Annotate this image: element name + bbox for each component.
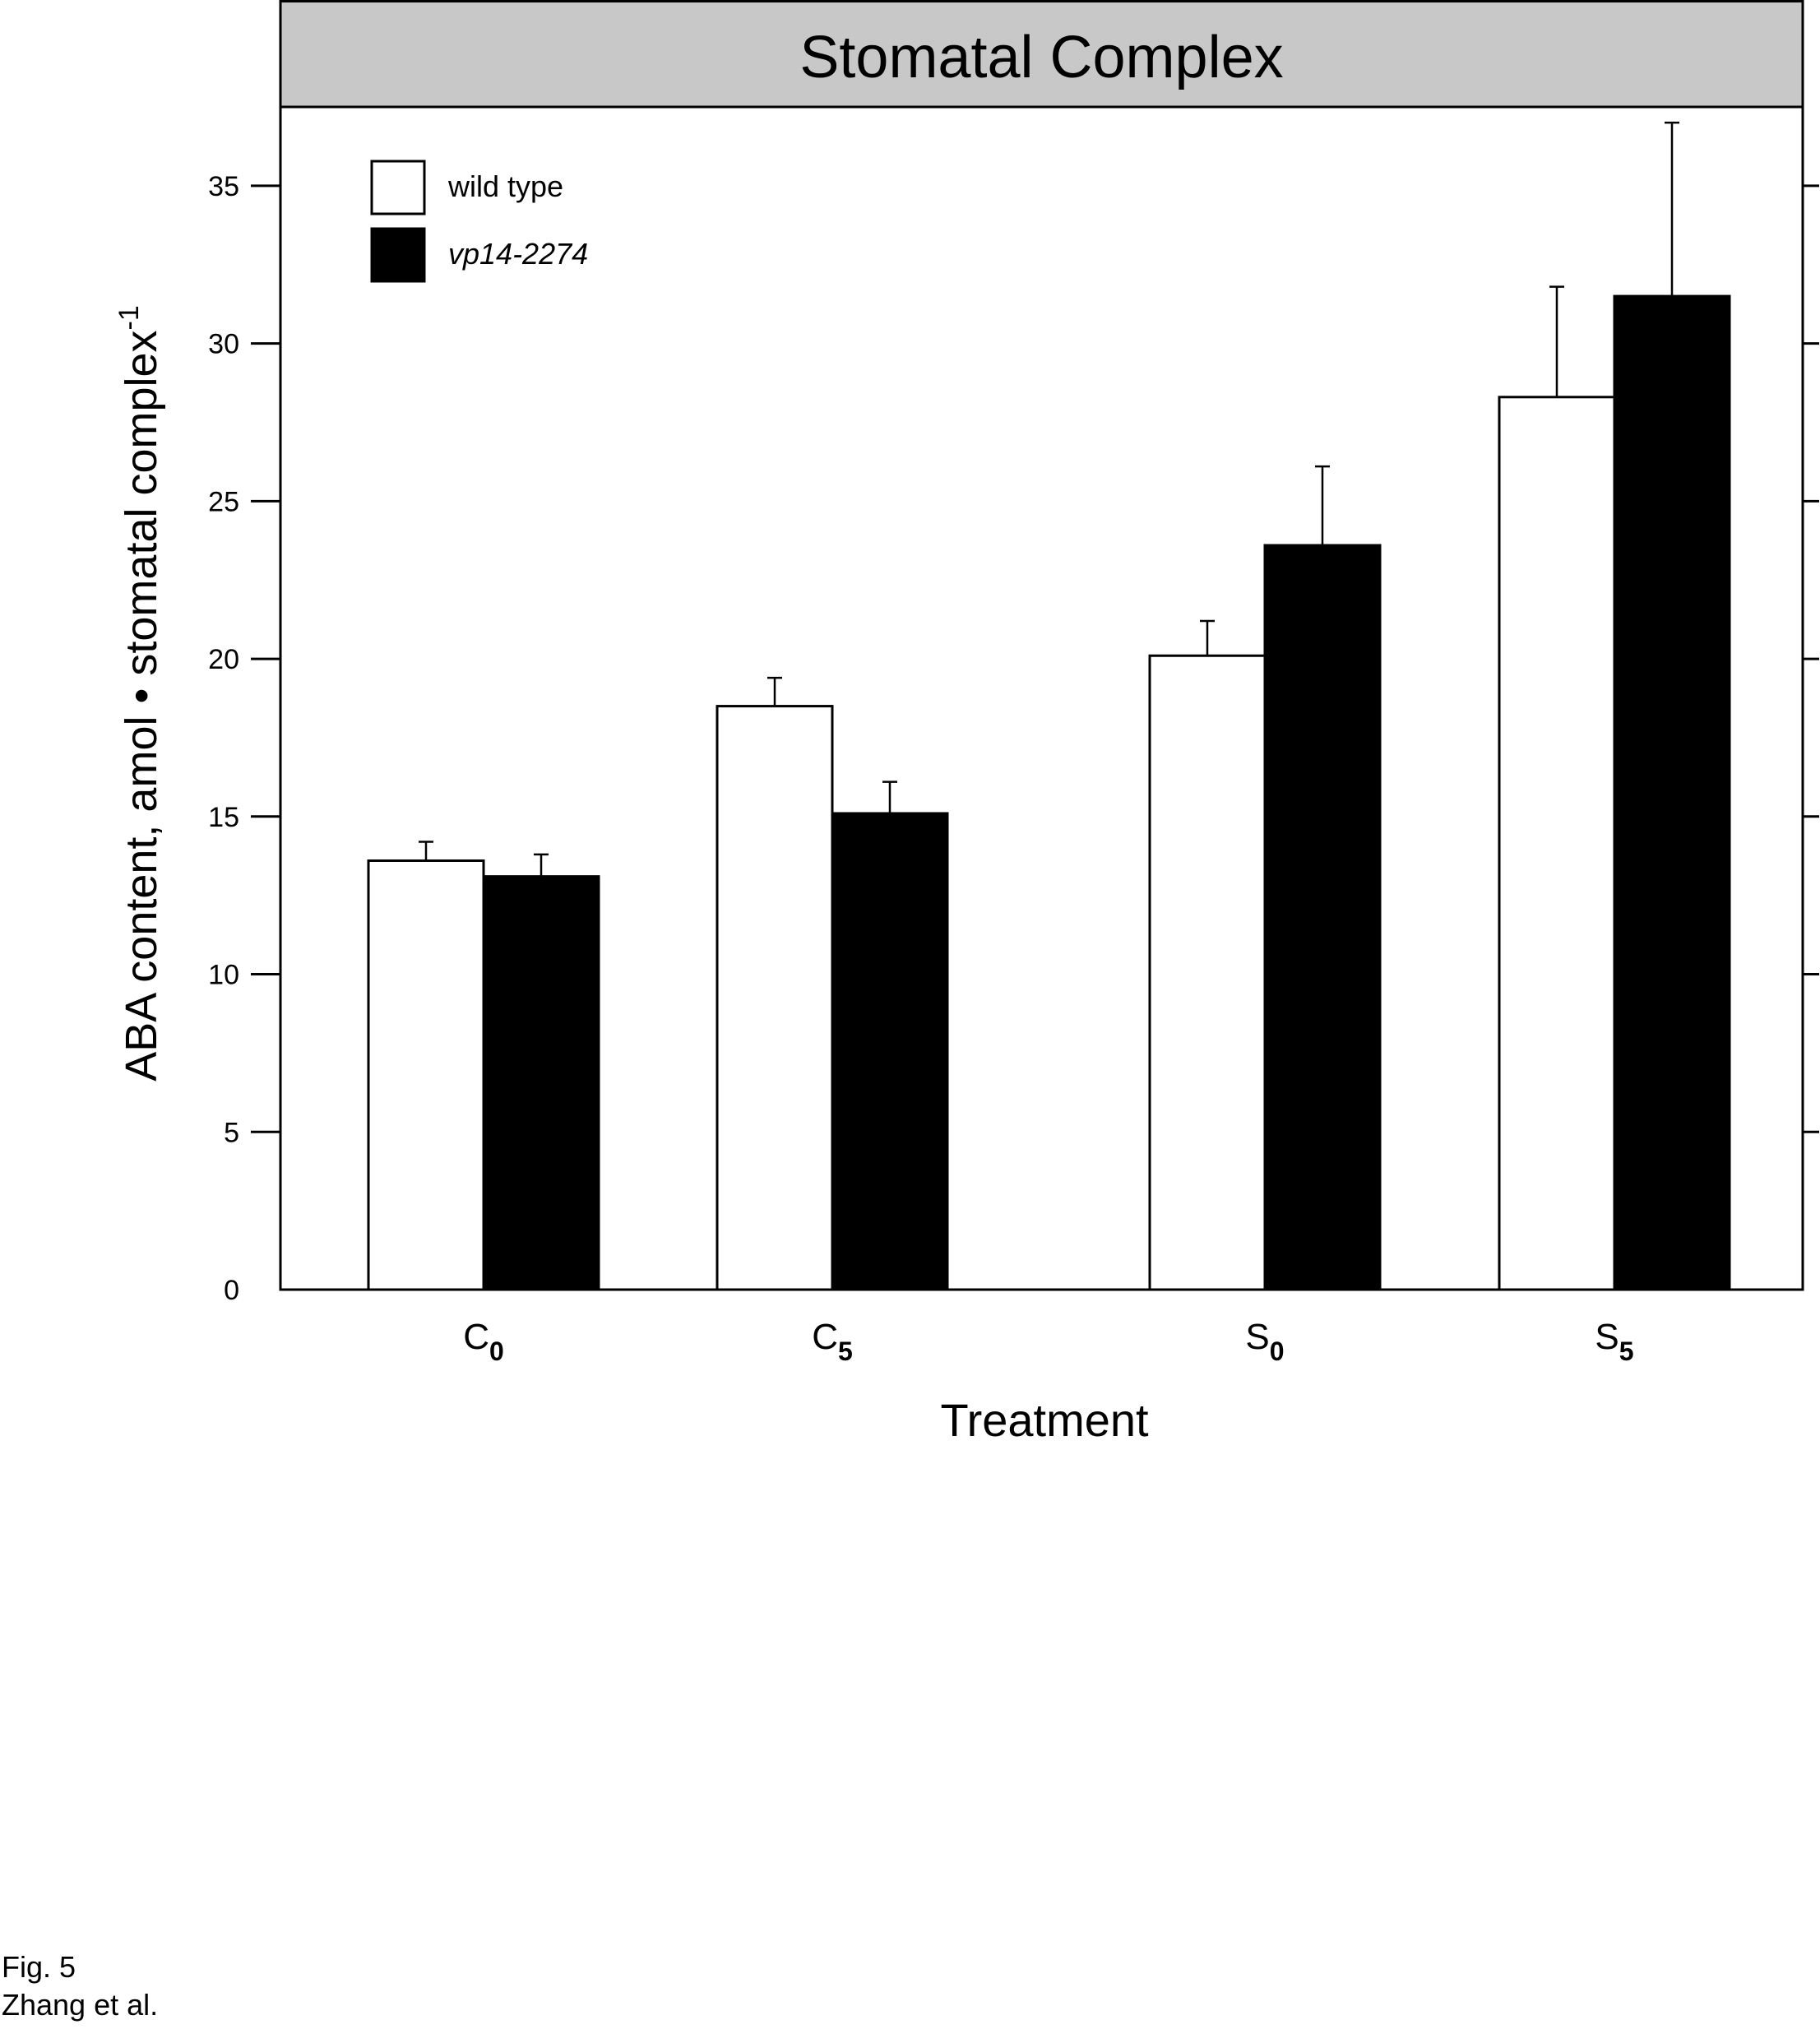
bar-wild-type: [367, 859, 485, 1291]
legend-swatch-vp14-2274: [370, 227, 426, 283]
x-tick-label: C5: [812, 1317, 853, 1366]
x-tick-label-subscript: 5: [1619, 1336, 1634, 1366]
figure-number: Fig. 5: [2, 1950, 76, 1984]
chart-layer: Stomatal Complex 0 5 10 15 20 25 30 35 ABA conten…: [113, 0, 1819, 1446]
y-tick-label: 35: [208, 171, 239, 202]
x-tick-label-base: S: [1245, 1317, 1269, 1357]
x-axis-label: Treatment: [940, 1394, 1149, 1446]
y-tick-label: 25: [208, 486, 239, 517]
y-axis-label-main: ABA content, amol • stomatal complex: [117, 330, 166, 1081]
y-tick-label: 30: [208, 329, 239, 360]
plot-frame: [279, 105, 1804, 1291]
legend-label-vp14-2274: vp14-2274: [448, 237, 588, 271]
bar-wild-type: [1498, 396, 1616, 1291]
title-band: [279, 0, 1804, 109]
x-tick-label-base: S: [1595, 1317, 1619, 1357]
bar-vp14-2274: [831, 812, 949, 1291]
legend-label-wild-type: wild type: [447, 169, 563, 203]
x-tick-label-subscript: 5: [838, 1336, 853, 1366]
x-tick-label: S5: [1595, 1317, 1633, 1366]
y-tick-label: 15: [208, 802, 239, 833]
legend-swatch-wild-type: [370, 160, 426, 215]
x-tick-label: S0: [1245, 1317, 1284, 1366]
x-tick-label-base: C: [812, 1317, 838, 1357]
y-tick-label: 10: [208, 960, 239, 991]
chart-title: Stomatal Complex: [799, 25, 1283, 90]
x-tick-label-subscript: 0: [1270, 1336, 1285, 1366]
y-tick-label: 5: [224, 1117, 239, 1148]
x-tick-label-subscript: 0: [489, 1336, 504, 1366]
y-axis-label: ABA content, amol • stomatal complex-1: [113, 305, 166, 1082]
y-tick-label: 0: [224, 1275, 239, 1306]
x-tick-label-base: C: [463, 1317, 489, 1357]
bar-vp14-2274: [1613, 294, 1731, 1291]
y-tick-label: 20: [208, 644, 239, 675]
figure-authors: Zhang et al.: [2, 1988, 159, 2022]
bar-vp14-2274: [482, 875, 600, 1291]
bar-wild-type: [1148, 654, 1267, 1291]
y-axis-label-superscript: -1: [113, 305, 145, 330]
bar-vp14-2274: [1263, 544, 1382, 1291]
bar-wild-type: [715, 705, 834, 1291]
x-tick-label: C0: [463, 1317, 504, 1366]
